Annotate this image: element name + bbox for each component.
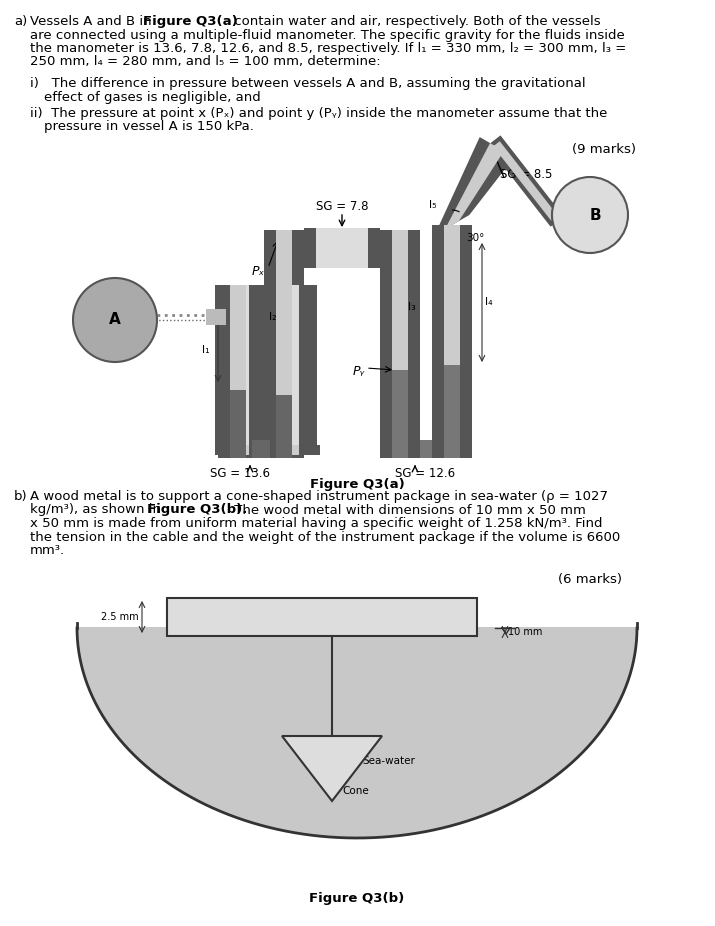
Circle shape (552, 177, 628, 253)
Text: A: A (109, 312, 121, 328)
Bar (316, 228, 368, 268)
Bar (301, 230, 355, 248)
Text: 30°: 30° (466, 233, 484, 243)
Bar (304, 228, 380, 268)
Text: The wood metal with dimensions of 10 mm x 50 mm: The wood metal with dimensions of 10 mm … (230, 504, 586, 517)
Text: SG = 12.6: SG = 12.6 (395, 467, 455, 480)
Bar (380, 230, 420, 458)
Text: l₃: l₃ (408, 302, 415, 312)
Text: Vessels A and B in: Vessels A and B in (30, 15, 156, 28)
Polygon shape (435, 137, 514, 235)
Text: SG = 7.8: SG = 7.8 (316, 200, 368, 213)
Bar (432, 225, 472, 458)
Bar (230, 285, 246, 458)
Text: Pₓ: Pₓ (252, 265, 265, 278)
Bar (265, 445, 320, 455)
Bar (167, 598, 477, 636)
Bar (258, 440, 264, 458)
Text: Figure Q3(b): Figure Q3(b) (310, 892, 405, 905)
Text: kg/m³), as shown in: kg/m³), as shown in (30, 504, 165, 517)
Text: ii)  The pressure at point x (Pₓ) and point y (Pᵧ) inside the manometer assume t: ii) The pressure at point x (Pₓ) and poi… (30, 106, 607, 119)
Text: Pᵧ: Pᵧ (353, 365, 365, 378)
Text: Sea-water: Sea-water (362, 756, 415, 766)
Bar (444, 225, 460, 458)
Text: (6 marks): (6 marks) (558, 573, 622, 586)
Bar (218, 285, 258, 458)
Text: pressure in vessel A is 150 kPa.: pressure in vessel A is 150 kPa. (44, 120, 254, 133)
Bar (230, 390, 246, 458)
Bar (392, 230, 408, 458)
Bar (233, 445, 249, 455)
Text: the manometer is 13.6, 7.8, 12.6, and 8.5, respectively. If l₁ = 330 mm, l₂ = 30: the manometer is 13.6, 7.8, 12.6, and 8.… (30, 42, 626, 55)
Text: are connected using a multiple-fluid manometer. The specific gravity for the flu: are connected using a multiple-fluid man… (30, 29, 625, 42)
Text: contain water and air, respectively. Both of the vessels: contain water and air, respectively. Bot… (230, 15, 601, 28)
Bar (319, 230, 339, 248)
Bar (252, 440, 270, 458)
Bar (283, 445, 299, 455)
Text: b): b) (14, 490, 28, 503)
Text: Wood Metal: Wood Metal (207, 597, 268, 607)
Text: a): a) (14, 15, 27, 28)
Text: (9 marks): (9 marks) (572, 143, 636, 156)
Bar (420, 440, 432, 458)
Polygon shape (77, 628, 637, 838)
Bar (265, 285, 317, 445)
Bar (392, 370, 408, 458)
Text: l₅: l₅ (430, 200, 437, 210)
Text: 10 mm: 10 mm (508, 627, 543, 637)
Bar (276, 230, 292, 458)
Text: Figure Q3(a): Figure Q3(a) (143, 15, 238, 28)
Bar (215, 285, 267, 445)
Bar (301, 230, 355, 248)
Text: SG = 8.5: SG = 8.5 (500, 168, 553, 181)
Polygon shape (282, 736, 382, 801)
Bar (420, 440, 432, 458)
Bar (317, 230, 355, 248)
Text: SG = 13.6: SG = 13.6 (210, 467, 270, 480)
Bar (276, 395, 292, 458)
Text: the tension in the cable and the weight of the instrument package if the volume : the tension in the cable and the weight … (30, 531, 620, 544)
Bar (215, 445, 290, 455)
Text: effect of gases is negligible, and: effect of gases is negligible, and (44, 91, 261, 104)
Text: Cone: Cone (342, 786, 369, 796)
Text: Figure Q3(b).: Figure Q3(b). (147, 504, 247, 517)
Text: mm³.: mm³. (30, 544, 65, 557)
Text: 250 mm, l₄ = 280 mm, and l₅ = 100 mm, determine:: 250 mm, l₄ = 280 mm, and l₅ = 100 mm, de… (30, 56, 380, 69)
Text: i)   The difference in pressure between vessels A and B, assuming the gravitatio: i) The difference in pressure between ve… (30, 77, 586, 90)
Text: Figure Q3(a): Figure Q3(a) (310, 478, 405, 491)
Bar (233, 285, 249, 445)
Bar (264, 230, 304, 458)
Circle shape (73, 278, 157, 362)
Text: B: B (589, 207, 601, 222)
Text: x 50 mm is made from uniform material having a specific weight of 1.258 kN/m³. F: x 50 mm is made from uniform material ha… (30, 517, 603, 530)
Text: l₁: l₁ (202, 345, 210, 355)
Bar (206, 309, 226, 325)
Bar (214, 309, 218, 325)
Bar (283, 285, 299, 445)
Text: l₂: l₂ (270, 312, 277, 322)
Text: A wood metal is to support a cone-shaped instrument package in sea-water (ρ = 10: A wood metal is to support a cone-shaped… (30, 490, 608, 503)
Text: l₄: l₄ (485, 297, 493, 307)
Text: 2.5 mm: 2.5 mm (102, 612, 139, 622)
Polygon shape (445, 143, 504, 229)
Bar (444, 365, 460, 458)
